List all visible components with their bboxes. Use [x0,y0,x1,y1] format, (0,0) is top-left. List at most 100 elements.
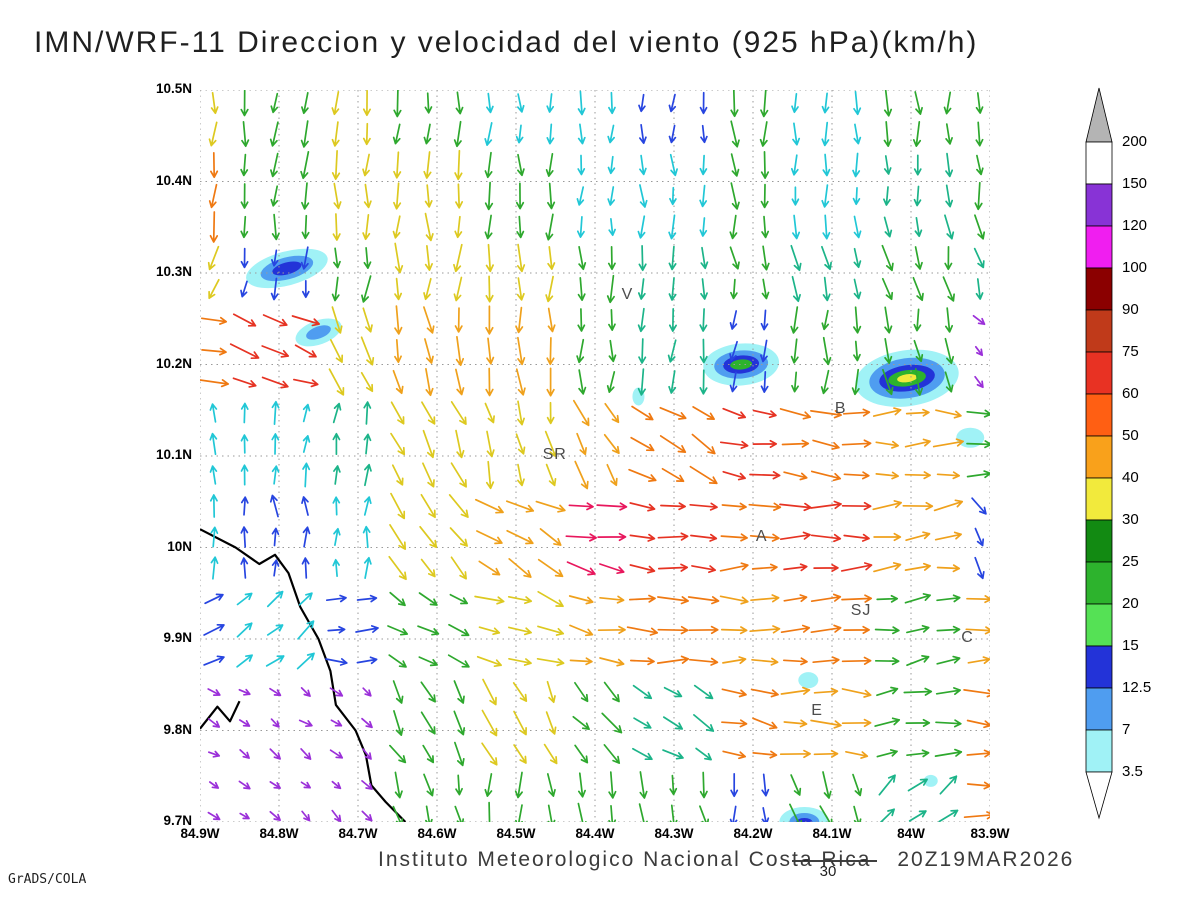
wind-vector [883,155,892,175]
wind-vector [332,496,341,516]
wind-vector [853,90,862,116]
wind-vector [751,563,778,572]
wind-vector [547,804,556,822]
wind-vector [780,624,811,634]
wind-vector [569,657,593,666]
wind-vector [790,154,799,176]
colorbar-segment [1085,435,1113,479]
wind-vector [333,247,341,269]
wind-vector [515,368,526,396]
y-axis-label: 9.9N [163,630,192,645]
wind-vector [297,620,315,640]
wind-vector [637,307,646,333]
shaded-maximum [923,774,938,787]
wind-vector [841,594,873,603]
wind-vector [298,719,313,728]
wind-vector [360,336,375,366]
y-axis-label: 10.5N [155,81,192,96]
wind-vector [539,528,562,546]
wind-vector [241,120,250,148]
wind-vector [486,337,495,365]
wind-vector [238,780,251,790]
wind-vector [302,526,311,548]
wind-vector [545,275,554,303]
wind-vector [938,809,959,822]
wind-vector [699,184,708,208]
wind-vector [883,186,891,206]
wind-vector [363,556,372,580]
wind-vector [453,710,466,736]
wind-vector [821,121,830,147]
wind-vector [904,471,931,480]
wind-vector [236,592,253,606]
wind-vector [748,502,782,512]
wind-vector [975,121,984,147]
x-axis-label: 84.4W [575,826,615,841]
wind-vector [603,681,620,703]
wind-vector [269,121,279,147]
wind-vector [975,278,984,300]
wind-vector [577,90,586,116]
wind-vector [906,624,930,634]
wind-vector [574,744,589,764]
wind-vector [689,465,718,485]
wind-vector [300,748,312,760]
wind-vector [963,689,990,698]
wind-vector [606,371,616,393]
wind-vector [204,593,224,605]
wind-vector [574,460,589,490]
wind-vector [474,498,504,514]
shaded-maximum [798,672,819,689]
wind-vector [660,502,686,511]
wind-vector [639,771,648,799]
wind-vector [760,183,769,209]
wind-vector [905,531,931,542]
wind-vector [390,432,406,456]
wind-vector [874,657,900,666]
footer-timestamp: 20Z19MAR2026 [897,848,1075,871]
wind-vector [761,807,770,822]
wind-vector [425,805,433,822]
wind-vector [692,406,715,420]
wind-vector [637,278,646,300]
wind-vector [419,525,438,549]
wind-vector [657,625,689,635]
wind-vector [536,657,565,667]
wind-vector [599,657,625,667]
wind-vector [482,678,497,706]
wind-vector [966,470,990,479]
wind-vector [974,345,984,357]
wind-vector [449,593,469,605]
wind-vector [418,656,438,667]
colorbar-label: 150 [1122,175,1148,192]
shaded-maximum [897,374,917,383]
wind-vector [841,501,872,511]
wind-vector [821,184,830,208]
wind-vector [329,339,344,363]
wind-vector [699,91,708,115]
colorbar-segment [1085,351,1113,395]
wind-vector [266,590,284,608]
wind-vectors [200,90,990,822]
wind-vector [721,502,747,511]
wind-vector [512,682,528,702]
colorbar-label: 40 [1122,469,1139,486]
wind-vector [812,439,840,450]
colorbar-label: 7 [1122,721,1131,738]
colorbar-segment [1085,183,1113,227]
wind-vector [262,314,288,327]
wind-vector [720,626,748,635]
wind-vector [210,91,219,115]
wind-vector [853,247,862,269]
wind-vector [302,403,311,423]
wind-vector [362,90,371,117]
wind-vector [729,371,738,393]
wind-vector [486,92,494,114]
wind-vector [661,467,685,483]
wind-vector [790,774,802,796]
wind-vector [944,307,954,333]
wind-vector [392,123,401,145]
wind-vector [578,369,587,395]
wind-vector [719,440,749,450]
wind-vector [423,151,432,179]
